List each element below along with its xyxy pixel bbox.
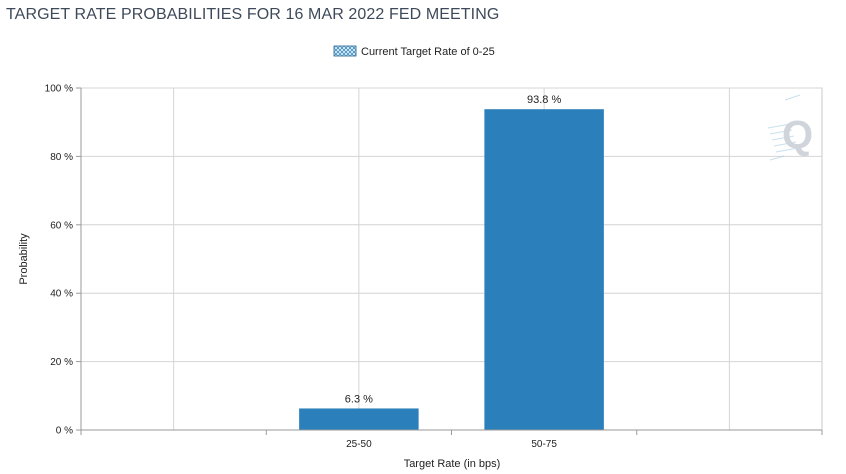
chart-title: TARGET RATE PROBABILITIES FOR 16 MAR 202… (6, 6, 500, 23)
bar-data-label: 6.3 % (345, 393, 373, 405)
axes: 0 % 20 % 40 % 60 % 80 % 100 % 25-50 50-75 (45, 84, 823, 450)
watermark-letter: Q (782, 113, 813, 157)
x-axis-title: Target Rate (in bps) (404, 458, 501, 470)
x-tick-label: 50-75 (531, 439, 557, 450)
x-tick-label: 25-50 (346, 439, 372, 450)
bar[interactable] (484, 109, 604, 430)
bars: 6.3 % 93.8 % (299, 94, 604, 430)
y-tick-label: 20 % (50, 357, 73, 368)
y-tick-label: 40 % (50, 289, 73, 300)
q-logo-icon: Q (767, 94, 813, 161)
y-tick-label: 80 % (50, 152, 73, 163)
y-tick-label: 60 % (50, 220, 73, 231)
bar[interactable] (299, 408, 419, 430)
bar-data-label: 93.8 % (527, 94, 561, 106)
legend-swatch (333, 45, 357, 57)
y-axis-title: Probability (18, 233, 30, 285)
legend-label: Current Target Rate of 0-25 (361, 46, 495, 58)
y-tick-label: 0 % (56, 426, 73, 437)
legend[interactable]: Current Target Rate of 0-25 (333, 45, 495, 58)
plot-area (80, 87, 823, 431)
y-tick-label: 100 % (45, 84, 73, 95)
